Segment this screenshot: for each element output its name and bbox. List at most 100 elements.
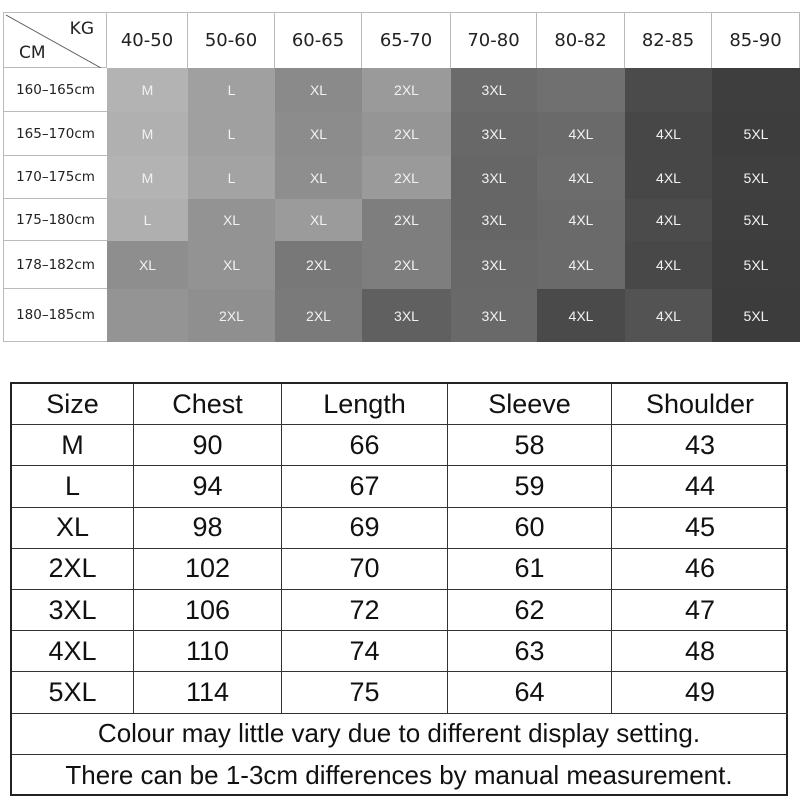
- size-cell: 2XL: [362, 68, 451, 112]
- measurement-cell: 90: [134, 425, 282, 467]
- size-cell: 3XL: [451, 289, 537, 342]
- diagonal-divider: [5, 14, 102, 69]
- size-cell: 4XL: [537, 289, 625, 342]
- measurement-cell: 74: [282, 631, 448, 673]
- measurement-cell: 44: [612, 466, 788, 508]
- measurement-table: Size Chest Length Sleeve Shoulder M 90 66 58 43 L 9…: [10, 382, 788, 796]
- measurement-cell: 110: [134, 631, 282, 673]
- size-cell: 5XL: [712, 199, 800, 241]
- size-cell: M: [107, 68, 188, 112]
- size-cell: 2XL: [188, 289, 275, 342]
- size-cell: 2XL: [362, 156, 451, 199]
- measurement-cell: 3XL: [12, 590, 134, 632]
- size-cell: 5XL: [712, 241, 800, 289]
- weight-range-header: 70-80: [451, 12, 537, 68]
- measurement-cell: 70: [282, 548, 448, 590]
- measurement-cell: 58: [448, 425, 612, 467]
- size-by-height-weight-chart: KG CM 40-50 50-60 60-65 65-70 70-80 80-82 82-8…: [3, 12, 800, 342]
- measurement-cell: XL: [12, 507, 134, 549]
- size-cell: 3XL: [451, 199, 537, 241]
- height-range-label: 180–185cm: [3, 289, 107, 342]
- size-cell: 4XL: [625, 199, 712, 241]
- height-axis-label: CM: [19, 43, 46, 63]
- measurement-cell: 69: [282, 507, 448, 549]
- column-header: Size: [12, 384, 134, 426]
- measurement-cell: 98: [134, 507, 282, 549]
- size-cell: M: [107, 156, 188, 199]
- size-cell: L: [188, 68, 275, 112]
- disclaimer-note: Colour may little vary due to different …: [12, 714, 786, 755]
- size-cell: 5XL: [712, 156, 800, 199]
- measurement-cell: 94: [134, 466, 282, 508]
- measurement-cell: 47: [612, 590, 788, 632]
- measurement-cell: M: [12, 425, 134, 467]
- size-cell: 3XL: [451, 156, 537, 199]
- measurement-cell: 59: [448, 466, 612, 508]
- height-range-label: 170–175cm: [3, 156, 107, 199]
- size-cell: 3XL: [362, 289, 451, 342]
- size-cell: 5XL: [712, 112, 800, 156]
- disclaimer-note: There can be 1-3cm differences by manual…: [65, 759, 733, 790]
- measurement-cell: 4XL: [12, 631, 134, 673]
- size-cell: 5XL: [712, 289, 800, 342]
- weight-range-header: 40-50: [107, 12, 188, 68]
- measurement-cell: 61: [448, 548, 612, 590]
- column-header: Shoulder: [612, 384, 788, 426]
- height-range-label: 178–182cm: [3, 241, 107, 289]
- height-range-label: 160–165cm: [3, 68, 107, 112]
- height-range-label: 165–170cm: [3, 112, 107, 156]
- column-header: Length: [282, 384, 448, 426]
- column-header: Sleeve: [448, 384, 612, 426]
- size-cell: XL: [188, 199, 275, 241]
- weight-range-header: 60-65: [275, 12, 362, 68]
- measurement-cell: 62: [448, 590, 612, 632]
- size-cell: 4XL: [625, 156, 712, 199]
- size-cell: 2XL: [275, 241, 362, 289]
- measurement-cell: 45: [612, 508, 788, 549]
- measurement-cell: L: [12, 466, 134, 508]
- measurement-cell: 64: [448, 672, 612, 714]
- size-cell: [107, 289, 188, 342]
- size-cell: M: [107, 112, 188, 156]
- weight-range-header: 65-70: [362, 12, 451, 68]
- corner-header-cell: KG CM: [3, 12, 107, 69]
- weight-range-header: 82-85: [625, 12, 712, 68]
- measurement-cell: 2XL: [12, 548, 134, 590]
- size-cell: 4XL: [625, 289, 712, 342]
- size-cell: XL: [275, 199, 362, 241]
- measurement-cell: 5XL: [12, 672, 134, 714]
- measurement-cell: 114: [134, 672, 282, 714]
- measurement-cell: 106: [134, 590, 282, 632]
- size-cell: 2XL: [362, 241, 451, 289]
- measurement-cell: 60: [448, 507, 612, 549]
- size-cell: 4XL: [537, 241, 625, 289]
- size-cell: 2XL: [362, 112, 451, 156]
- size-cell: L: [188, 112, 275, 156]
- size-cell: 4XL: [537, 199, 625, 241]
- size-cell: XL: [188, 241, 275, 289]
- measurement-cell: 102: [134, 548, 282, 590]
- measurement-cell: 63: [448, 631, 612, 673]
- weight-range-header: 80-82: [537, 12, 625, 68]
- size-cell: L: [107, 199, 188, 241]
- measurement-cell: 48: [612, 631, 788, 673]
- measurement-cell: 46: [612, 549, 788, 590]
- measurement-cell: 49: [612, 672, 788, 714]
- size-cell: [625, 68, 712, 112]
- size-cell: XL: [107, 241, 188, 289]
- measurement-cell: 67: [282, 466, 448, 508]
- weight-range-header: 85-90: [712, 12, 800, 68]
- size-cell: XL: [275, 68, 362, 112]
- size-cell: 3XL: [451, 241, 537, 289]
- size-cell: L: [188, 156, 275, 199]
- size-cell: 4XL: [537, 156, 625, 199]
- measurement-cell: 43: [612, 425, 788, 467]
- size-cell: XL: [275, 156, 362, 199]
- size-cell: XL: [275, 112, 362, 156]
- height-range-label: 175–180cm: [3, 199, 107, 241]
- size-cell: 2XL: [275, 289, 362, 342]
- measurement-cell: 75: [282, 672, 448, 714]
- weight-axis-label: KG: [69, 19, 94, 39]
- size-cell: [537, 68, 625, 112]
- size-cell: 3XL: [451, 112, 537, 156]
